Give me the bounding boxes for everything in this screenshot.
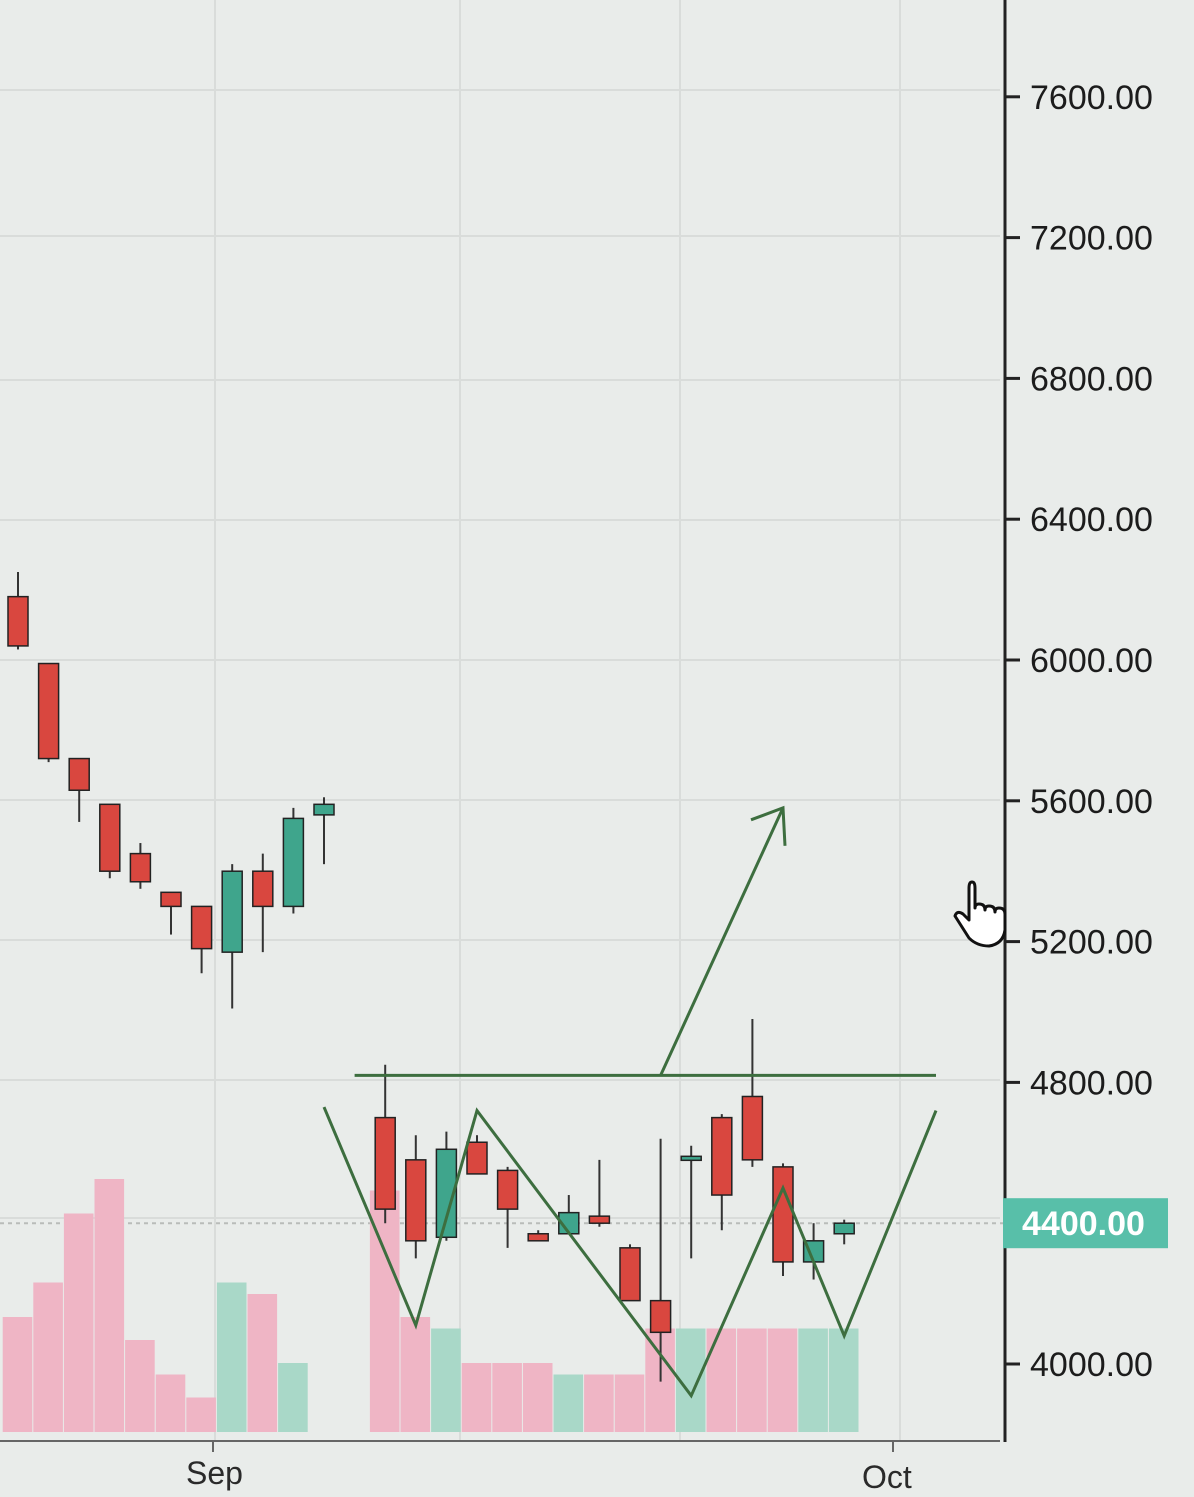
x-label-oct: Oct: [862, 1459, 912, 1495]
candle-body: [833, 1222, 855, 1235]
volume-bar: [94, 1179, 125, 1432]
candle-body: [68, 757, 90, 791]
volume-bar: [216, 1282, 247, 1432]
current-price-label: 4400.00: [1022, 1205, 1145, 1243]
candle-body: [772, 1166, 794, 1263]
y-tick-label: 5200.00: [1030, 924, 1153, 962]
candle-body: [649, 1299, 672, 1334]
candles: [7, 572, 855, 1382]
y-tick-label: 4800.00: [1030, 1064, 1153, 1102]
x-axis-labels: Sep Oct: [186, 1441, 912, 1495]
y-axis-ticks: 7600.00 7200.00 6800.00 6400.00 6000.00 5600.…: [1005, 79, 1153, 1384]
candle-body: [160, 891, 182, 908]
volume-bar: [431, 1328, 461, 1432]
y-tick-label: 6400.00: [1030, 501, 1153, 539]
volume-bar: [63, 1213, 94, 1432]
y-tick-label: 7200.00: [1030, 220, 1153, 258]
candle-body: [7, 595, 29, 647]
candle-body: [405, 1159, 427, 1242]
volume-bar: [247, 1294, 278, 1432]
candle-body: [313, 803, 335, 816]
candle-body: [282, 817, 305, 908]
price-badge-bg: [1003, 1198, 1168, 1249]
pattern-overlay: [322, 805, 938, 1399]
candle-body: [129, 852, 152, 883]
volume-bar: [614, 1374, 645, 1432]
candle-body: [711, 1116, 733, 1196]
candle-body: [466, 1141, 488, 1175]
volume-bar: [461, 1363, 492, 1432]
volume-bar: [125, 1340, 155, 1432]
volume-bar: [2, 1317, 33, 1432]
candle-body: [252, 870, 274, 908]
candle-body: [190, 905, 213, 950]
candle-body: [527, 1233, 549, 1242]
y-tick-label: 7600.00: [1030, 79, 1153, 117]
volume-bar: [278, 1363, 308, 1432]
y-tick-label: 4000.00: [1030, 1346, 1153, 1384]
grid-lines: [0, 0, 1005, 1440]
candle-body: [374, 1116, 396, 1210]
candle-body: [680, 1155, 702, 1162]
x-label-sep: Sep: [186, 1455, 243, 1491]
candle-body: [99, 803, 121, 872]
y-tick-label: 6000.00: [1030, 642, 1153, 680]
volume-bar: [522, 1363, 553, 1432]
y-tick-label: 6800.00: [1030, 360, 1153, 398]
candle-body: [37, 662, 60, 760]
volume-bar: [155, 1374, 186, 1432]
w-pattern-line: [322, 1106, 938, 1399]
breakout-arrow-head: [750, 805, 787, 846]
volume-bar: [186, 1397, 216, 1432]
candle-body: [588, 1215, 611, 1224]
volume-bar: [553, 1374, 584, 1432]
volume-bar: [828, 1328, 859, 1432]
cursor-icon: [953, 880, 1007, 948]
candle-body: [619, 1247, 641, 1302]
candle-body: [221, 870, 243, 953]
current-price-badge: 4400.00: [1003, 1198, 1168, 1249]
candle-body: [496, 1169, 519, 1210]
volume-bar: [492, 1363, 522, 1432]
volume-bar: [400, 1317, 431, 1432]
breakout-arrow: [659, 807, 785, 1076]
volume-bar: [767, 1328, 798, 1432]
volume-bar: [706, 1328, 737, 1432]
candle-body: [741, 1095, 764, 1161]
candle-body: [435, 1148, 458, 1239]
volume-bar: [737, 1328, 767, 1432]
y-tick-label: 5600.00: [1030, 783, 1153, 821]
volume-bar: [584, 1374, 614, 1432]
volume-bar: [33, 1282, 63, 1432]
volume-bar: [798, 1328, 828, 1432]
